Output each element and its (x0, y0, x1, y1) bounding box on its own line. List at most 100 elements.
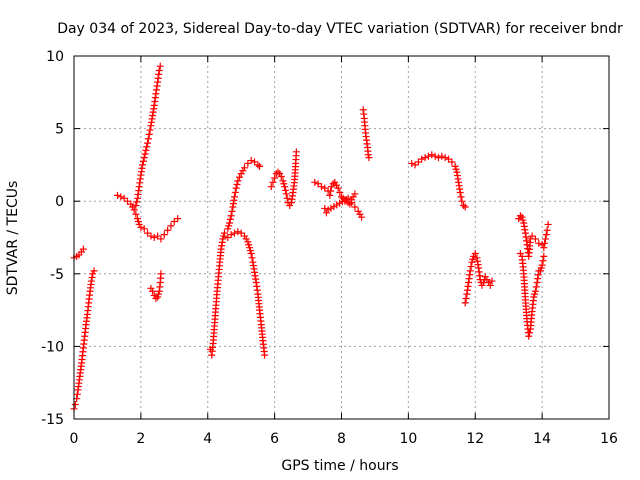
data-point (269, 178, 277, 186)
data-point (471, 249, 479, 257)
data-point (132, 202, 140, 210)
data-point (456, 188, 464, 196)
data-points (70, 62, 552, 413)
data-point (147, 232, 155, 240)
data-point (461, 299, 469, 307)
data-point (164, 226, 172, 234)
y-tick-label: -15 (41, 412, 64, 428)
data-point (227, 231, 235, 239)
data-point (543, 226, 551, 234)
data-point (438, 152, 446, 160)
data-point (486, 281, 494, 289)
y-tick-label: -10 (41, 339, 64, 355)
data-point (241, 164, 249, 172)
data-point (292, 148, 300, 156)
data-point (140, 154, 148, 162)
data-point (233, 181, 241, 189)
data-point (228, 207, 236, 215)
data-point (79, 245, 87, 253)
data-point (541, 235, 549, 243)
data-point (541, 239, 549, 247)
data-point (317, 183, 325, 191)
x-tick-label: 10 (399, 431, 417, 447)
y-tick-label: 10 (46, 49, 64, 65)
data-point (225, 219, 233, 227)
data-point (256, 162, 264, 170)
x-tick-label: 0 (70, 431, 79, 447)
data-point (220, 229, 228, 237)
data-point (155, 67, 163, 75)
data-point (344, 194, 352, 202)
data-point (149, 287, 157, 295)
data-point (448, 158, 456, 166)
data-point (431, 152, 439, 160)
data-point (346, 200, 354, 208)
data-point (338, 193, 345, 201)
data-point (226, 215, 234, 223)
data-point (150, 234, 158, 241)
data-point (434, 154, 442, 162)
data-point (351, 203, 359, 211)
data-point (516, 212, 524, 220)
data-point (540, 252, 548, 260)
data-point (277, 173, 285, 181)
data-point (311, 178, 319, 186)
data-point (145, 130, 153, 138)
data-point (532, 283, 540, 291)
data-point (254, 161, 262, 169)
x-tick-label: 12 (466, 431, 484, 447)
data-point (174, 215, 182, 223)
axis-ticks: 0 2 4 6 8 10 12 14 16 -15 -10 -5 0 5 10 (41, 49, 618, 447)
data-point (247, 157, 255, 165)
data-point (461, 203, 469, 211)
data-point (73, 390, 81, 398)
data-point (157, 235, 165, 243)
data-point (140, 225, 148, 233)
data-point (160, 231, 168, 239)
data-point (327, 187, 335, 195)
x-tick-label: 4 (203, 431, 212, 447)
data-point (90, 267, 98, 275)
grid-lines (74, 56, 609, 419)
data-point (538, 261, 546, 269)
data-point (526, 329, 534, 337)
data-point (460, 202, 468, 210)
data-point (144, 139, 152, 147)
data-point (281, 183, 289, 191)
data-point (227, 212, 235, 220)
data-point (144, 135, 152, 143)
data-point (234, 177, 242, 185)
data-point (540, 244, 548, 252)
x-tick-label: 2 (136, 431, 145, 447)
data-point (348, 199, 356, 207)
data-point (365, 154, 373, 162)
data-point (117, 193, 125, 201)
data-point (236, 173, 244, 181)
data-point (231, 193, 238, 201)
data-point (539, 257, 547, 265)
data-point (336, 188, 344, 196)
y-tick-label: -5 (50, 267, 64, 283)
data-point (132, 210, 140, 218)
data-point (457, 193, 465, 201)
data-point (321, 204, 329, 212)
data-point (87, 277, 95, 285)
data-point (544, 220, 552, 228)
data-point (232, 184, 240, 192)
data-point (139, 157, 147, 165)
data-point (139, 161, 147, 169)
data-point (441, 154, 449, 162)
data-point (142, 146, 150, 154)
data-point (281, 186, 289, 194)
data-point (247, 249, 255, 257)
data-point (152, 294, 160, 302)
y-tick-label: 5 (55, 122, 64, 138)
data-point (531, 235, 539, 243)
data-point (467, 263, 475, 271)
data-point (71, 400, 79, 408)
data-point (167, 222, 175, 230)
data-point (462, 294, 470, 302)
data-point (157, 270, 165, 278)
data-point (282, 190, 290, 198)
data-point (358, 213, 366, 221)
